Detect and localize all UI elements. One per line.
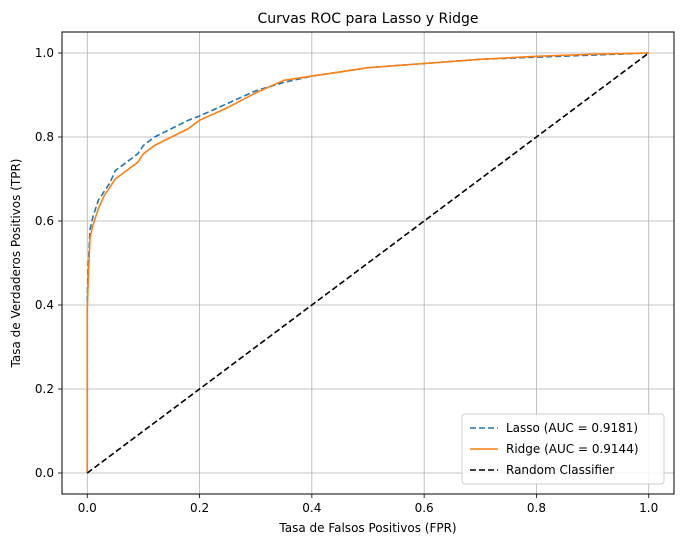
x-tick-label: 0.2 [190, 501, 209, 515]
plot-frame [61, 31, 675, 495]
x-tick-label: 1.0 [639, 501, 658, 515]
y-tick-label: 0.2 [35, 382, 54, 396]
y-axis-label: Tasa de Verdaderos Positivos (TPR) [9, 159, 23, 369]
x-axis-label: Tasa de Falsos Positivos (FPR) [278, 521, 456, 535]
chart-title: Curvas ROC para Lasso y Ridge [258, 11, 479, 27]
y-tick-label: 0.4 [35, 298, 54, 312]
x-tick-label: 0.4 [302, 501, 321, 515]
legend-label: Random Classifier [506, 463, 614, 477]
legend-label: Ridge (AUC = 0.9144) [506, 442, 639, 456]
x-tick-label: 0.0 [78, 501, 97, 515]
legend-label: Lasso (AUC = 0.9181) [506, 421, 638, 435]
grid [62, 32, 674, 494]
legend: Lasso (AUC = 0.9181) Ridge (AUC = 0.9144)… [461, 413, 665, 485]
legend-box [461, 413, 665, 485]
y-tick-label: 0.6 [35, 214, 54, 228]
y-tick-label: 0.0 [35, 466, 54, 480]
x-tick-label: 0.6 [415, 501, 434, 515]
ticks: 0.0 0.2 0.4 0.6 0.8 1.0 0.0 0.2 0.4 0.6 0.8 1.0 [35, 46, 658, 515]
series-line-2 [86, 52, 649, 473]
y-tick-label: 1.0 [35, 46, 54, 60]
y-tick-label: 0.8 [35, 130, 54, 144]
series-layer [86, 52, 650, 474]
x-tick-label: 0.8 [527, 501, 546, 515]
